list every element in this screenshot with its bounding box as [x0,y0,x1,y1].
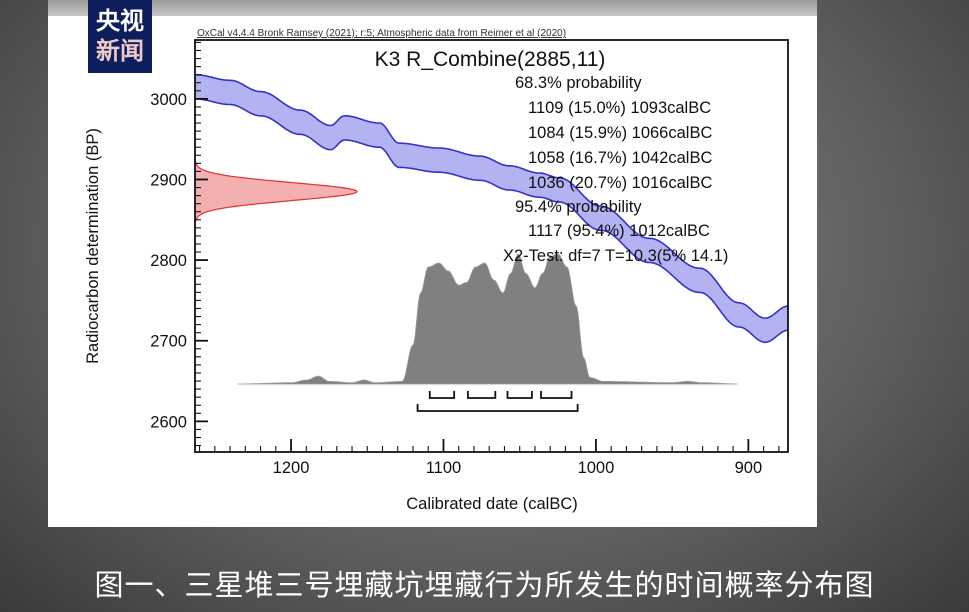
range-68-bracket [506,391,533,399]
calibration-curve-band [195,74,788,343]
x-axis-label: Calibrated date (calBC) [406,495,578,513]
range-68-bracket [540,391,573,399]
logo-line2: 新闻 [96,37,144,65]
chi2-test: X2-Test: df=7 T=10.3(5% 14.1) [503,247,728,265]
y-tick-label: 2700 [150,333,187,351]
chart-title: K3 R_Combine(2885,11) [375,48,606,71]
y-tick-label: 2900 [150,171,187,189]
x-tick-label: 1100 [426,459,461,477]
range-68-item: 1036 (20.7%) 1016calBC [528,174,712,192]
range-68-bracket [428,391,456,399]
range-68-label: 68.3% probability [515,74,642,92]
range-95-item: 1117 (95.4%) 1012calBC [528,222,710,240]
y-tick-label: 3000 [150,91,187,109]
cctv-news-logo: 央视 新闻 [88,0,152,73]
logo-line1: 央视 [96,7,144,35]
x-tick-label: 1000 [578,459,615,477]
y-axis-label: Radiocarbon determination (BP) [84,128,102,364]
chart-panel [48,0,817,527]
plot-area [195,73,788,412]
figure-caption: 图一、三星堆三号埋藏坑埋藏行为所发生的时间概率分布图 [94,568,875,602]
calibration-curve-upper [195,73,788,320]
chart-header: OxCal v4.4.4 Bronk Ramsey (2021); r:5; A… [197,28,566,39]
x-tick-label: 900 [735,459,763,477]
range-68-item: 1109 (15.0%) 1093calBC [528,99,711,117]
range-95-bracket [416,404,579,412]
range-68-item: 1084 (15.9%) 1066calBC [528,124,712,142]
range-95-label: 95.4% probability [515,198,642,216]
measurement-distribution [195,155,358,228]
y-tick-label: 2800 [150,252,187,270]
y-tick-label: 2600 [150,413,187,431]
panel-top-bar [48,0,817,16]
x-tick-label: 1200 [273,459,310,477]
range-68-item: 1058 (16.7%) 1042calBC [528,149,712,167]
calibration-curve-lower [195,98,788,344]
range-68-bracket [466,391,497,399]
plot-frame [194,39,789,453]
posterior-distribution [237,253,738,385]
